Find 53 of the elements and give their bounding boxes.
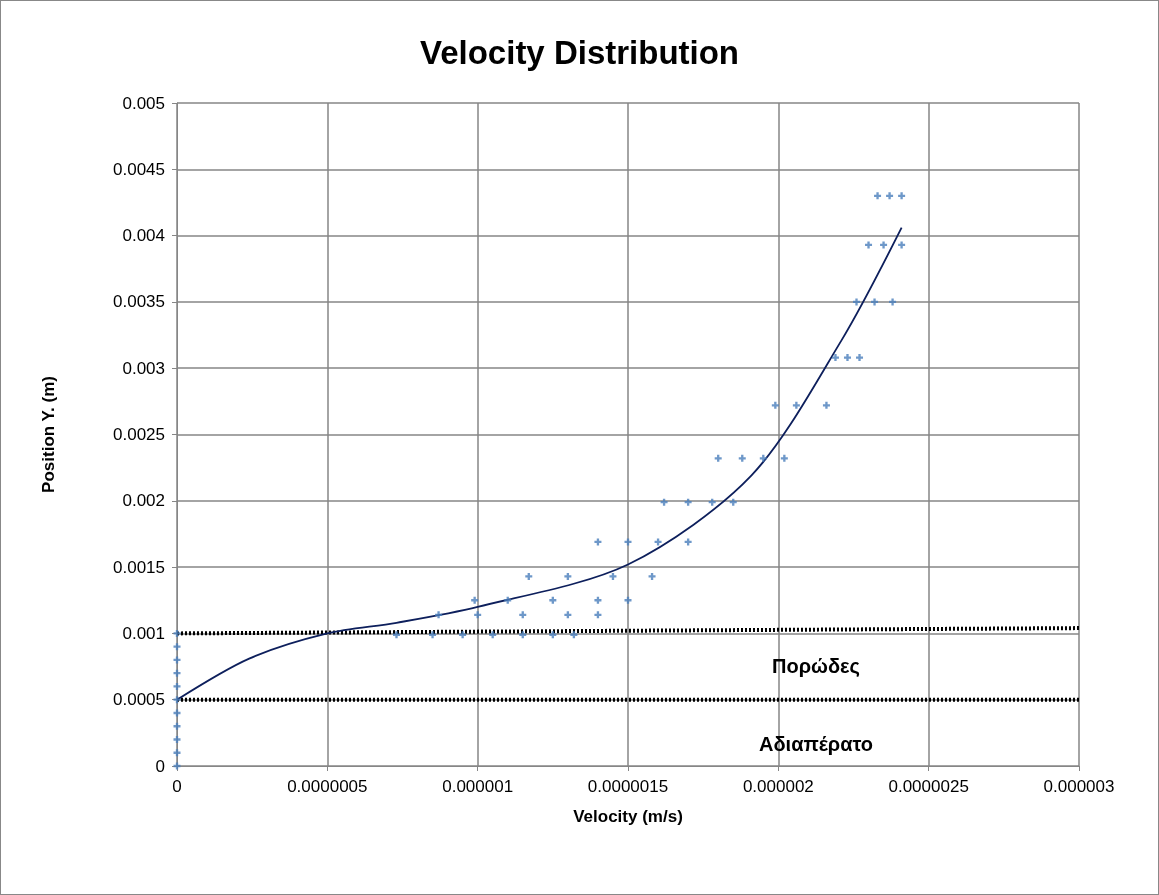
point — [898, 192, 906, 200]
x-tick-label: 0.0000015 — [587, 777, 669, 796]
y-tick-label: 0.004 — [122, 226, 165, 246]
point — [392, 631, 400, 639]
point — [435, 611, 443, 619]
y-tick-label: 0.0005 — [113, 690, 165, 710]
y-tick-label: 0.001 — [122, 623, 165, 643]
point — [173, 735, 181, 743]
point — [714, 454, 722, 462]
point — [843, 354, 851, 362]
point — [459, 631, 467, 639]
point — [609, 572, 617, 580]
point — [780, 454, 788, 462]
point — [738, 454, 746, 462]
y-tick-label: 0.002 — [122, 491, 165, 511]
x-tick-label: 0.0000025 — [888, 777, 969, 796]
point — [822, 401, 830, 409]
y-tick-label: 0.0015 — [113, 557, 165, 577]
point — [648, 572, 656, 580]
point — [898, 241, 906, 249]
point — [173, 643, 181, 651]
point — [525, 572, 533, 580]
point — [173, 682, 181, 690]
y-tick-label: 0.005 — [122, 93, 165, 113]
point — [759, 454, 767, 462]
annotation: Πορώδες — [772, 655, 860, 677]
point — [856, 354, 864, 362]
x-tick-label: 0 — [172, 777, 182, 796]
point — [831, 354, 839, 362]
point — [792, 401, 800, 409]
y-tick-label: 0.0045 — [113, 159, 165, 179]
x-tick-label: 0.0000005 — [287, 777, 368, 796]
point — [886, 192, 894, 200]
point — [871, 298, 879, 306]
point — [429, 631, 437, 639]
y-tick-label: 0.003 — [122, 358, 165, 378]
y-axis-title: Position Y. (m) — [39, 376, 58, 493]
point — [564, 572, 572, 580]
y-tick-label: 0 — [155, 756, 165, 776]
x-axis-title: Velocity (m/s) — [573, 807, 683, 826]
point — [865, 241, 873, 249]
point — [880, 241, 888, 249]
y-tick-label: 0.0035 — [113, 292, 165, 312]
chart-title: Velocity Distribution — [419, 34, 740, 71]
point — [889, 298, 897, 306]
annotation: Αδιαπέρατο — [758, 733, 874, 755]
point — [471, 596, 479, 604]
x-tick-label: 0.000002 — [742, 777, 814, 796]
point — [853, 298, 861, 306]
y-tick-label: 0.0025 — [113, 425, 165, 444]
x-tick-label: 0.000001 — [442, 777, 514, 796]
point — [874, 192, 882, 200]
x-tick-label: 0.000003 — [1043, 777, 1115, 796]
